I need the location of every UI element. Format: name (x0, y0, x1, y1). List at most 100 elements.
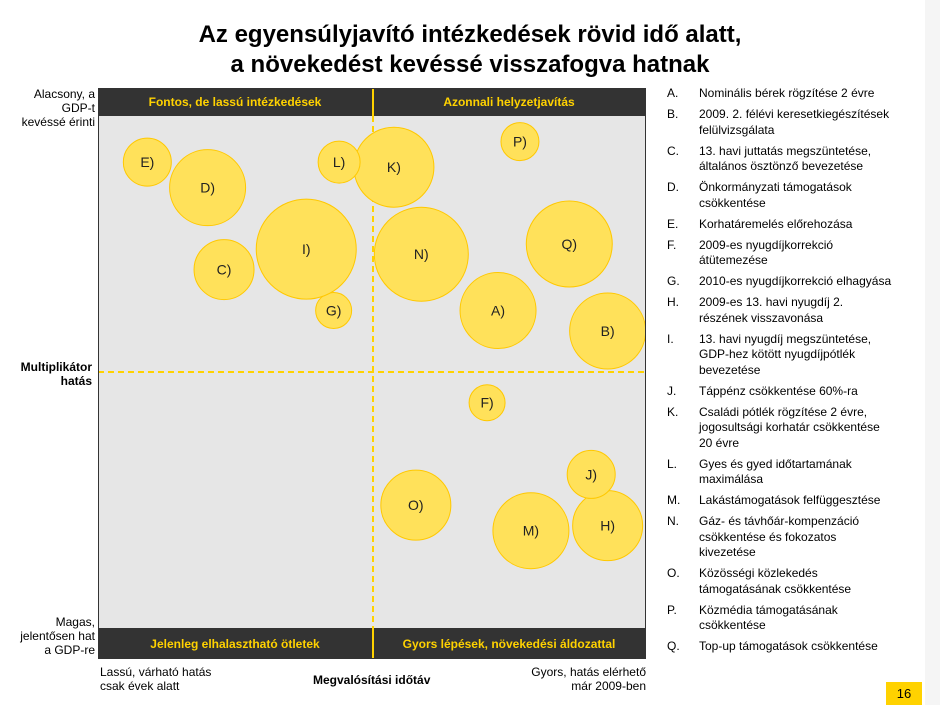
legend-item-key: M. (667, 493, 681, 507)
y-axis-bottom-label-line-1: Magas, (55, 615, 95, 629)
bubble-label-g: G) (326, 303, 342, 319)
legend-item-text-line: 13. havi nyugdíj megszüntetése, (699, 331, 872, 346)
bubble-label-c: C) (217, 262, 232, 278)
bubble-label-i: I) (302, 241, 311, 257)
bubble-a (459, 272, 537, 350)
legend-item-text: 2009. 2. félévi keresetkiegészítések felü… (699, 107, 922, 138)
legend-item: B. 2009. 2. félévi keresetkiegészítések fe… (667, 107, 922, 138)
x-axis-right-label-line-1: Gyors, hatás elérhető (531, 665, 646, 679)
y-axis-bottom-label-line-2: jelentősen hat (20, 629, 95, 643)
legend-item-text: Táppénz csökkentése 60%-ra (699, 384, 922, 400)
quadrant-label-top-left: Fontos, de lassú intézkedések (149, 95, 322, 109)
x-axis-left-label-line-1: Lassú, várható hatás (100, 665, 212, 679)
legend-item-text-line: jogosultsági korhatár csökkentése (699, 420, 880, 434)
legend-item-text-line: átütemezése (699, 253, 768, 267)
legend-item-key: K. (667, 404, 679, 419)
x-axis-left-label-line-2: csak évek alatt (100, 679, 180, 693)
legend-item-text-line: 2009-es 13. havi nyugdíj 2. (699, 295, 844, 309)
legend-item-key: J. (667, 383, 677, 398)
legend-item-text-line: Korhatáremelés előrehozása (699, 216, 853, 231)
legend-item-text: Családi pótlék rögzítése 2 évre, jogosult… (699, 405, 922, 452)
legend-item: J. Táppénz csökkentése 60%-ra (667, 384, 922, 400)
bubble-label-n: N) (414, 246, 429, 262)
legend-item-key: I. (667, 331, 674, 346)
legend-item-key: G. (667, 274, 680, 288)
bubble-label-p: P) (513, 134, 527, 150)
legend-item: P. Közmédia támogatásának csökkentése (667, 603, 922, 634)
legend-item-text-line: Önkormányzati támogatások (699, 180, 852, 194)
legend-item-text: Gáz- és távhőár-kompenzáció csökkentése é… (699, 514, 922, 561)
legend-item: L. Gyes és gyed időtartamának maximálása (667, 457, 922, 488)
bubble-label-e: E) (140, 154, 154, 170)
legend-item-text: Lakástámogatások felfüggesztése (699, 493, 922, 509)
legend-item-text-line: 2010-es nyugdíjkorrekció elhagyása (699, 274, 892, 288)
legend-item-text: 13. havi juttatás megszüntetése, általáno… (699, 144, 922, 175)
legend-item-text-line: Top-up támogatások csökkentése (699, 639, 878, 653)
legend-item-text-line: maximálása (699, 472, 764, 486)
bubble-g (315, 292, 353, 330)
legend-item: Q. Top-up támogatások csökkentése (667, 639, 922, 655)
bubble-m (492, 492, 570, 570)
legend-item-text: 13. havi nyugdíj megszüntetése, GDP-hez k… (699, 332, 922, 379)
legend-item-text-line: csökkentése (699, 195, 766, 210)
y-axis-top-label-line-1: Alacsony, a (33, 87, 95, 101)
legend-item-key: B. (667, 107, 679, 121)
bubble-l (317, 140, 361, 184)
legend-item-key: L. (667, 456, 678, 471)
legend-item-key: H. (667, 295, 679, 309)
slide-edge-strip (925, 0, 940, 705)
bubble-label-m: M) (523, 523, 539, 539)
legend-item-text: 2010-es nyugdíjkorrekció elhagyása (699, 274, 922, 290)
bubble-f (468, 384, 506, 422)
legend-item-text-line: Táppénz csökkentése 60%-ra (699, 383, 858, 398)
legend-item-text-line: Családi pótlék rögzítése 2 évre, (699, 404, 868, 419)
legend-item-text-line: 20 évre (699, 435, 740, 450)
legend-item-text-line: csökkentése (699, 618, 766, 632)
legend-item-text-line: Közösségi közlekedés (699, 566, 818, 580)
bubble-label-b: B) (601, 323, 615, 339)
bubble-label-q: Q) (561, 236, 577, 252)
legend-item-text: Gyes és gyed időtartamának maximálása (699, 457, 922, 488)
legend-item-text: 2009-es nyugdíjkorrekció átütemezése (699, 238, 922, 269)
legend-item-text-line: 13. havi juttatás megszüntetése, (699, 143, 872, 158)
legend-item-key: A. (667, 86, 679, 100)
bubble-label-d: D) (200, 180, 215, 196)
bubble-q (525, 200, 613, 288)
measures-legend: A. Nominális bérek rögzítése 2 évre B. 2009… (667, 86, 922, 660)
y-axis-title-line-2: hatás (60, 374, 92, 388)
legend-item: M. Lakástámogatások felfüggesztése (667, 493, 922, 509)
quadrant-label-bottom-right: Gyors lépések, növekedési áldozattal (403, 637, 616, 651)
legend-item-text: Korhatáremelés előrehozása (699, 217, 922, 233)
x-axis-title: Megvalósítási időtáv (313, 673, 431, 687)
bubble-c (193, 239, 255, 301)
y-axis-title: Multiplikátor hatás (8, 360, 92, 388)
legend-item: K. Családi pótlék rögzítése 2 évre, jogosu… (667, 405, 922, 452)
bubble-label-a: A) (491, 303, 505, 319)
legend-item-text-line: Gyes és gyed időtartamának (699, 456, 852, 471)
y-axis-top-label-line-2: GDP-t (61, 101, 95, 115)
legend-item-text-line: bevezetése (699, 362, 761, 377)
bubble-label-o: O) (408, 497, 424, 513)
bubble-label-f: F) (480, 395, 493, 411)
quadrant-label-bottom-left: Jelenleg elhalasztható ötletek (150, 637, 320, 651)
legend-item-text-line: GDP-hez kötött nyugdíjpótlék (699, 347, 856, 361)
bubble-label-h: H) (600, 518, 615, 534)
bubble-j (566, 449, 616, 499)
legend-item-text-line: kivezetése (699, 545, 756, 559)
y-axis-bottom-label-line-3: a GDP-re (44, 643, 95, 657)
legend-item-key: P. (667, 602, 677, 617)
x-axis-left-label: Lassú, várható hatás csak évek alatt (100, 665, 211, 693)
legend-item-key: Q. (667, 639, 680, 653)
y-axis-bottom-label: Magas, jelentősen hat a GDP-re (8, 615, 95, 657)
bubble-e (122, 137, 172, 187)
legend-item-key: N. (667, 514, 679, 528)
legend-item-key: C. (667, 143, 679, 158)
bubble-label-j: J) (585, 466, 597, 482)
legend-item-text-line: támogatásának csökkentése (699, 581, 852, 596)
bubble-n (373, 206, 469, 302)
legend-item-text-line: Gáz- és távhőár-kompenzáció (699, 514, 860, 528)
bubble-p (500, 122, 540, 162)
bubble-d (169, 149, 247, 227)
y-axis-top-label: Alacsony, a GDP-t kevéssé érinti (8, 87, 95, 129)
bubble-i (255, 198, 357, 300)
